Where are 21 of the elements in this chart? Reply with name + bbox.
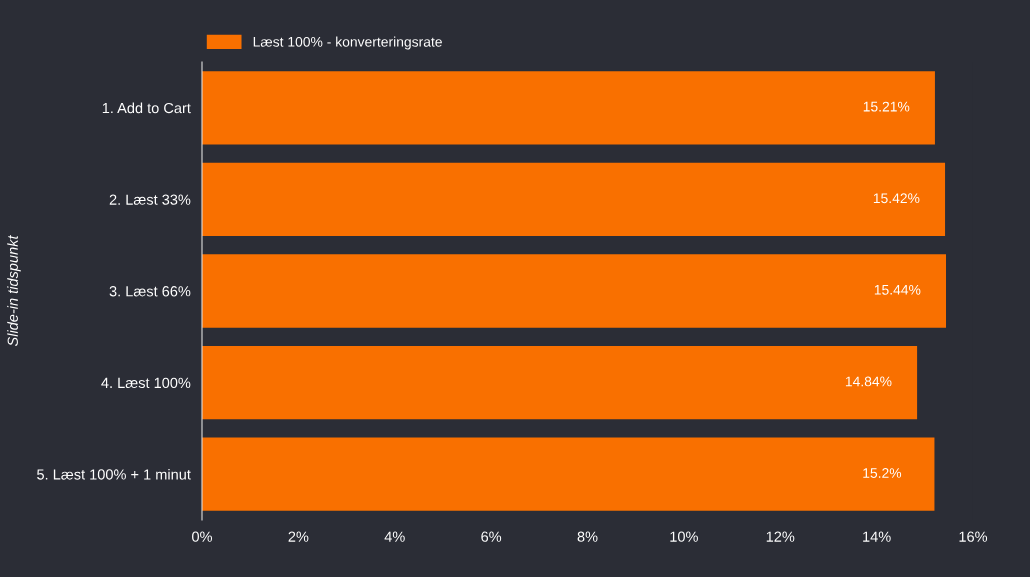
x-tick-label: 6%: [481, 531, 502, 542]
y-tick-label: 2. Læst 33%: [109, 194, 191, 205]
y-tick-label: 3. Læst 66%: [109, 286, 191, 297]
x-tick-label: 10%: [670, 531, 698, 542]
x-tick-label: 16%: [959, 531, 988, 542]
y-axis-title: Slide-in tidspunkt: [7, 234, 21, 347]
x-tick-label: 4%: [384, 531, 405, 542]
y-tick-label: 5. Læst 100% + 1 minut: [37, 468, 191, 480]
x-tick-label: 2%: [288, 531, 309, 542]
y-tick-label: 4. Læst 100%: [101, 377, 191, 389]
data-label: 15.44%: [874, 284, 921, 295]
x-tick-label: 8%: [577, 531, 598, 542]
x-tick-label: 0%: [192, 531, 213, 542]
data-label: 15.2%: [863, 468, 902, 478]
x-tick-label: 12%: [766, 531, 795, 542]
data-label: 15.21%: [863, 101, 910, 112]
data-label: 14.84%: [845, 376, 892, 387]
y-tick-label: 1. Add to Cart: [102, 102, 191, 114]
x-tick-label: 14%: [863, 531, 891, 542]
data-label: 15.42%: [873, 193, 920, 204]
legend-label: Læst 100% - konverteringsrate: [253, 36, 442, 50]
